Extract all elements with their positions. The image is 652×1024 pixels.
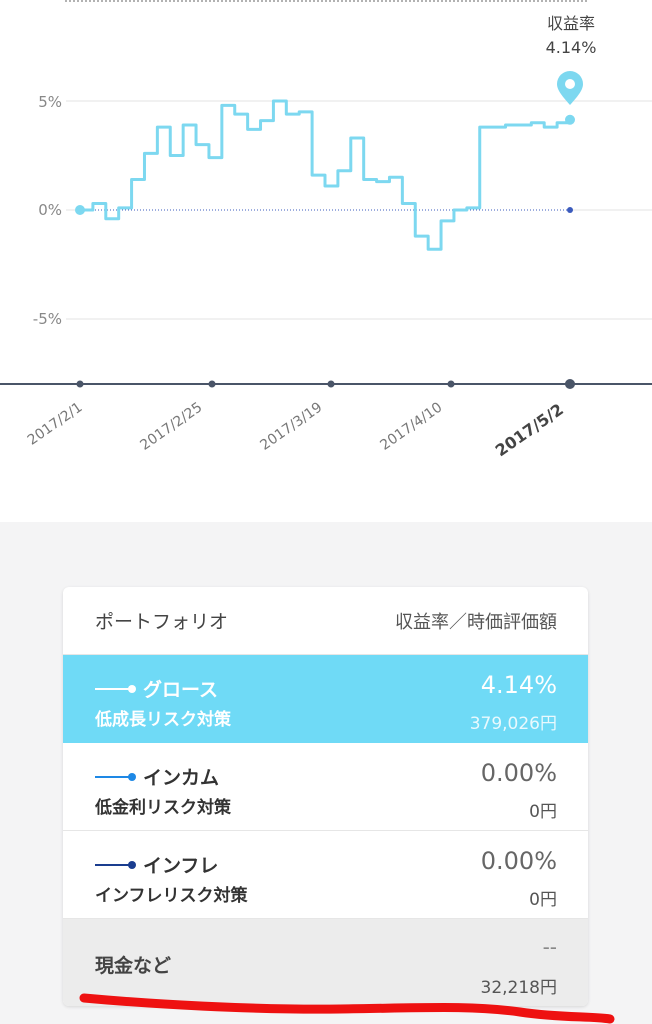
row-title: インカム [95, 763, 219, 790]
portfolio-row-cash[interactable]: 現金など -- 32,218円 [63, 919, 588, 1006]
row-amount: 32,218円 [480, 978, 557, 998]
income-series-end-dot [567, 207, 573, 213]
legend-line-icon [95, 772, 136, 781]
x-axis-tick-dot [76, 380, 84, 388]
row-rate: 4.14% [480, 671, 557, 699]
location-pin-hole [565, 79, 575, 89]
row-rate: -- [542, 935, 557, 959]
x-axis-tick-dot [327, 380, 335, 388]
row-amount: 0円 [529, 802, 557, 822]
row-name: グロース [143, 679, 219, 701]
row-title: インフレ [95, 851, 218, 878]
portfolio-row-income[interactable]: インカム 低金利リスク対策 0.00% 0円 [63, 743, 588, 831]
marker-title: 収益率 [546, 14, 595, 33]
row-name: インフレ [143, 855, 219, 877]
x-axis-tick-dot [447, 380, 455, 388]
row-rate: 0.00% [480, 759, 557, 787]
row-subtitle: インフレリスク対策 [95, 886, 248, 906]
portfolio-column-label: 収益率／時価評価額 [395, 611, 557, 633]
performance-chart[interactable]: 5% 0% -5% 2017/2/1 2017/2/25 2017/3/19 2… [0, 0, 652, 522]
data-point [565, 114, 575, 125]
y-tick-label: 5% [38, 93, 62, 111]
x-axis-tick-dot [565, 379, 575, 389]
row-name: インカム [143, 767, 220, 789]
legend-line-icon [95, 684, 136, 693]
y-tick-label: -5% [32, 310, 62, 328]
y-tick-label: 0% [38, 201, 62, 219]
marker-value: 4.14% [545, 38, 597, 57]
row-rate: 0.00% [480, 847, 557, 875]
row-subtitle: 低成長リスク対策 [95, 710, 231, 730]
data-point [75, 205, 85, 215]
portfolio-title: ポートフォリオ [95, 611, 229, 633]
row-subtitle: 低金利リスク対策 [95, 798, 231, 818]
portfolio-row-growth[interactable]: グロース 低成長リスク対策 4.14% 379,026円 [63, 655, 588, 743]
portfolio-header: ポートフォリオ 収益率／時価評価額 [63, 587, 588, 655]
marker-label: 収益率 4.14% [541, 12, 601, 60]
legend-line-icon [95, 860, 136, 869]
portfolio-row-inflation[interactable]: インフレ インフレリスク対策 0.00% 0円 [63, 831, 588, 919]
x-axis-tick-dot [208, 380, 216, 388]
row-amount: 379,026円 [469, 714, 557, 734]
growth-series-line [80, 99, 572, 251]
row-title: グロース [95, 675, 218, 702]
row-amount: 0円 [529, 890, 557, 910]
row-name: 現金など [95, 955, 172, 977]
portfolio-card: ポートフォリオ 収益率／時価評価額 グロース 低成長リスク対策 4.14% 37… [63, 587, 588, 1006]
chart-svg[interactable] [0, 0, 652, 522]
